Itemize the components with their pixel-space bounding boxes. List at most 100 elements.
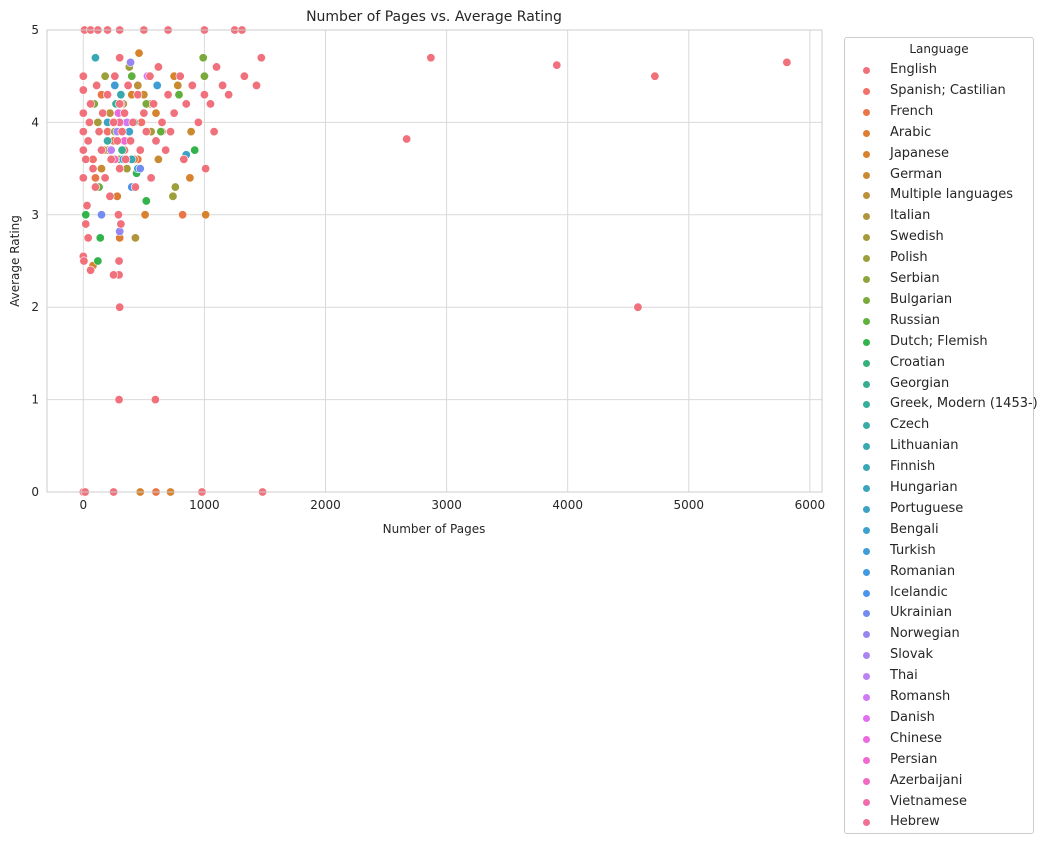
- legend-label: Bengali: [890, 521, 939, 537]
- data-point: [78, 127, 88, 137]
- legend-label: Italian: [890, 208, 931, 224]
- data-point: [151, 108, 161, 118]
- legend-label: Azerbaijani: [890, 772, 963, 788]
- x-tick-label: 1000: [189, 498, 220, 512]
- legend-label: French: [890, 103, 934, 119]
- legend-label: Ukrainian: [890, 605, 953, 621]
- legend-item: Vietnamese: [845, 793, 1033, 813]
- data-point: [114, 395, 124, 405]
- data-point: [198, 53, 208, 63]
- legend-label: Portuguese: [890, 500, 964, 516]
- legend-marker: [862, 484, 871, 493]
- data-point: [81, 219, 91, 229]
- legend-item: Russian: [845, 312, 1033, 332]
- legend-item: Ukrainian: [845, 604, 1033, 624]
- legend-item: Polish: [845, 249, 1033, 269]
- data-point: [175, 71, 185, 81]
- legend-item: German: [845, 166, 1033, 186]
- legend-label: German: [890, 166, 943, 182]
- legend-item: Hungarian: [845, 479, 1033, 499]
- legend-label: Chinese: [890, 730, 942, 746]
- data-point: [116, 219, 126, 229]
- x-tick-label: 2000: [310, 498, 341, 512]
- legend-label: Japanese: [890, 145, 950, 161]
- data-point: [114, 256, 124, 266]
- y-tick-label: 3: [31, 208, 39, 222]
- legend-label: Croatian: [890, 354, 945, 370]
- data-point: [130, 182, 140, 192]
- legend-marker: [862, 693, 871, 702]
- data-point: [86, 99, 96, 109]
- data-point: [109, 270, 119, 280]
- data-point: [169, 108, 179, 118]
- legend-label: Dutch; Flemish: [890, 333, 988, 349]
- data-point: [173, 80, 183, 90]
- data-point: [84, 117, 94, 127]
- data-point: [163, 90, 173, 100]
- legend-item: Dutch; Flemish: [845, 333, 1033, 353]
- data-point: [552, 60, 562, 70]
- x-axis-label: Number of Pages: [383, 522, 486, 536]
- data-point: [134, 48, 144, 58]
- data-point: [83, 136, 93, 146]
- legend-item: Azerbaijani: [845, 772, 1033, 792]
- data-point: [224, 90, 234, 100]
- data-point: [86, 265, 96, 275]
- data-point: [78, 145, 88, 155]
- legend-marker: [862, 504, 871, 514]
- data-point: [239, 71, 249, 81]
- data-point: [251, 80, 261, 90]
- data-point: [212, 62, 222, 72]
- legend-marker: [862, 734, 871, 744]
- x-tick-label: 3000: [431, 498, 462, 512]
- data-point: [140, 210, 150, 220]
- data-point: [96, 210, 106, 220]
- data-point: [209, 127, 219, 137]
- data-point: [782, 57, 792, 67]
- data-point: [174, 90, 184, 100]
- x-tick-label: 6000: [795, 498, 826, 512]
- data-point: [402, 134, 412, 144]
- data-point: [117, 127, 127, 137]
- plot-area: [47, 30, 822, 492]
- data-point: [218, 80, 228, 90]
- data-point: [141, 196, 151, 206]
- data-point: [127, 71, 137, 81]
- legend-marker: [862, 442, 871, 452]
- data-point: [135, 145, 145, 155]
- legend-marker: [862, 254, 871, 264]
- data-point: [109, 117, 119, 127]
- data-point: [193, 117, 203, 127]
- legend-label: Arabic: [890, 124, 932, 140]
- legend-marker: [862, 818, 871, 828]
- legend-item: Icelandic: [845, 584, 1033, 604]
- data-point: [78, 71, 88, 81]
- data-point: [199, 71, 209, 81]
- legend-label: Vietnamese: [890, 793, 967, 809]
- data-point: [185, 173, 195, 183]
- legend-label: Icelandic: [890, 584, 948, 600]
- y-tick-label: 2: [31, 300, 39, 314]
- legend-item: Croatian: [845, 354, 1033, 374]
- legend-marker: [862, 525, 871, 535]
- legend-label: Bulgarian: [890, 291, 953, 307]
- legend-marker: [862, 630, 871, 640]
- data-point: [81, 210, 91, 220]
- data-point: [150, 395, 160, 405]
- axes: 0 1000 2000 3000 4000 5000 6000 0 1 2 3 4 5: [31, 23, 825, 512]
- legend-label: English: [890, 62, 937, 77]
- data-point: [96, 145, 106, 155]
- data-point: [133, 90, 143, 100]
- data-point: [117, 145, 127, 155]
- legend-item: Bulgarian: [845, 291, 1033, 311]
- data-point: [179, 154, 189, 164]
- legend-marker: [862, 358, 871, 368]
- legend-marker: [862, 66, 871, 75]
- y-axis-label: Average Rating: [8, 215, 22, 307]
- legend-marker: [862, 672, 871, 682]
- data-point: [115, 99, 125, 109]
- data-point: [178, 210, 188, 220]
- legend-label: Greek, Modern (1453-): [890, 396, 1038, 412]
- legend-item: Japanese: [845, 145, 1033, 165]
- data-point: [106, 154, 116, 164]
